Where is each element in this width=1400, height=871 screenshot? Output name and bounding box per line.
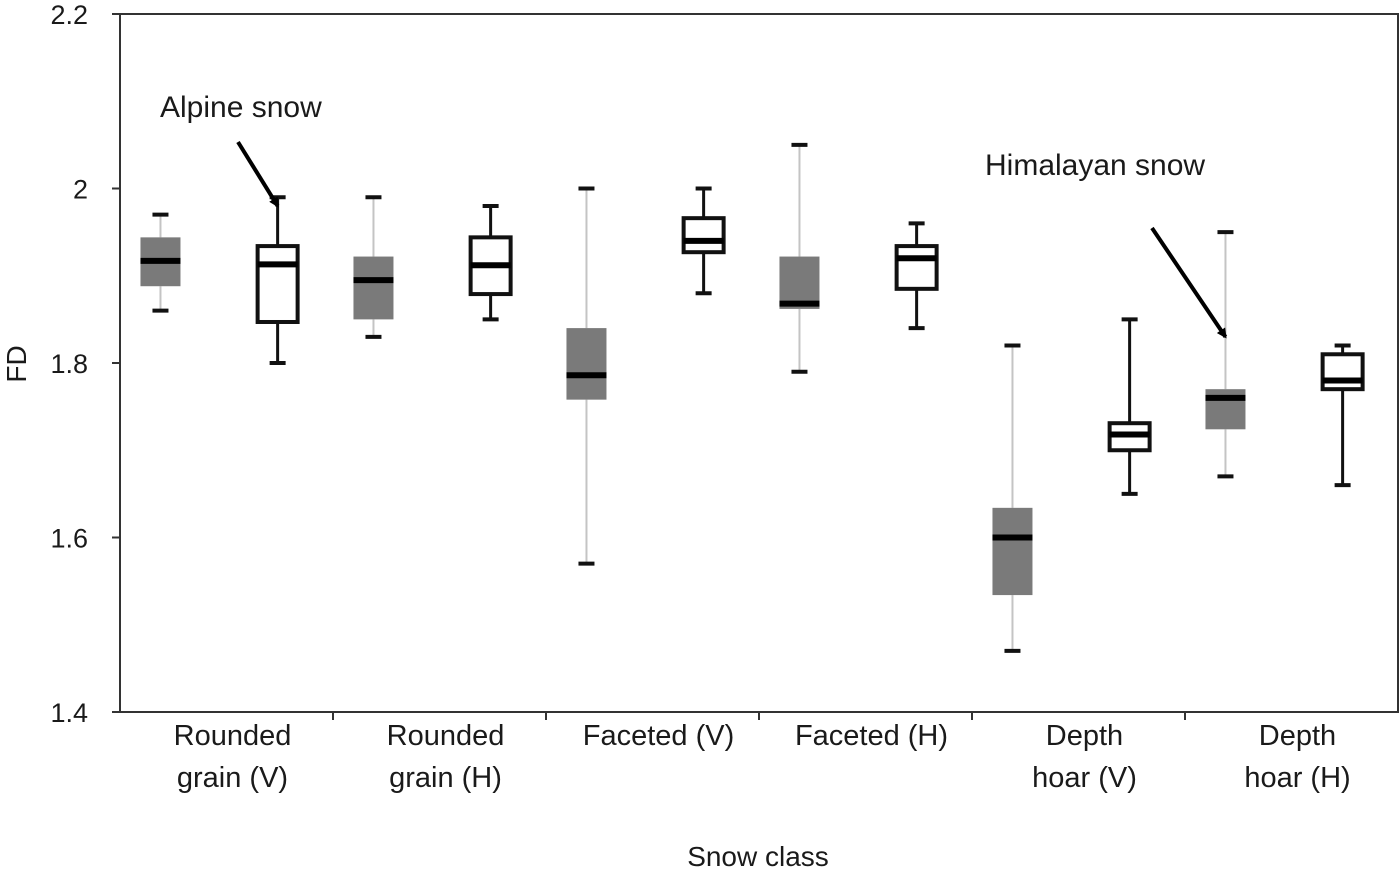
annotation-label: Alpine snow [160, 91, 322, 124]
y-tick-label: 1.8 [50, 349, 88, 379]
box-alpine [566, 186, 607, 566]
annotation-layer: Alpine snow Himalayan snow [160, 91, 1228, 339]
box-iqr [992, 507, 1033, 596]
x-axis: Rounded grain (V) Rounded grain (H) Faceted … [174, 712, 1351, 794]
box-himalayan [1107, 317, 1152, 496]
box-iqr [779, 256, 820, 309]
box-alpine [779, 142, 820, 374]
box-himalayan [1320, 343, 1365, 488]
x-tick-label: Depth [1259, 720, 1336, 752]
x-tick-label: hoar (V) [1032, 762, 1137, 794]
y-axis: 1.4 1.6 1.8 2 2.2 [50, 0, 120, 728]
box-alpine [353, 195, 394, 339]
x-tick-label: Rounded [174, 720, 292, 752]
annotation-arrow [236, 140, 280, 208]
box-iqr [1320, 352, 1365, 392]
box-alpine [992, 343, 1033, 653]
y-tick-label: 2.2 [50, 0, 88, 30]
x-tick-label: Faceted (H) [795, 720, 948, 752]
x-tick-label: Rounded [387, 720, 505, 752]
x-tick-label: hoar (H) [1244, 762, 1350, 794]
annotation-arrow [1150, 226, 1228, 339]
box-iqr [681, 216, 726, 255]
x-tick-label: grain (V) [177, 762, 288, 794]
box-iqr [255, 244, 300, 324]
x-axis-label: Snow class [687, 841, 829, 871]
x-tick-label: Faceted (V) [583, 720, 735, 752]
box-himalayan [468, 203, 513, 322]
box-alpine [140, 212, 181, 313]
box-himalayan [255, 195, 300, 365]
box-layer [140, 142, 1365, 653]
box-iqr [353, 256, 394, 320]
x-tick-label: Depth [1046, 720, 1123, 752]
box-himalayan [894, 221, 939, 331]
box-alpine [1205, 230, 1246, 479]
x-tick-label: grain (H) [389, 762, 502, 794]
box-iqr [566, 328, 607, 400]
box-iqr [894, 244, 939, 291]
y-tick-label: 1.6 [50, 524, 88, 554]
annotation-label: Himalayan snow [985, 149, 1205, 182]
box-himalayan [681, 186, 726, 296]
y-tick-label: 2 [73, 175, 88, 205]
y-axis-label: FD [1, 345, 32, 382]
y-tick-label: 1.4 [50, 698, 88, 728]
